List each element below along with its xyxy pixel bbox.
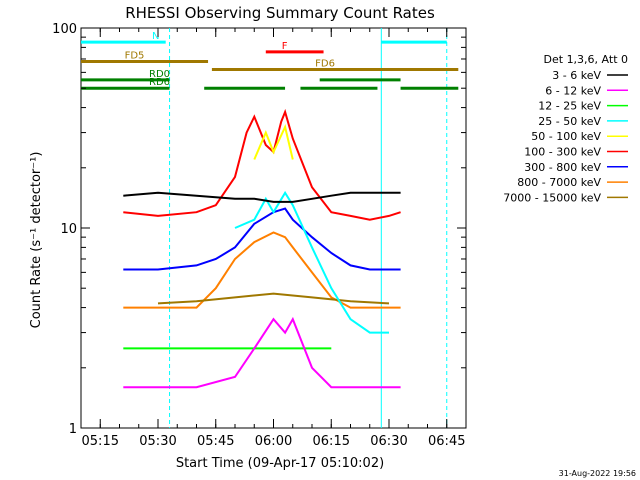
x-tick-label-3: 06:00 [255,434,292,449]
legend-title: Det 1,3,6, Att 0 [544,53,628,66]
legend-label-3: 25 - 50 keV [538,115,601,128]
legend-label-5: 100 - 300 keV [524,146,601,159]
x-tick-label-6: 06:45 [428,434,465,449]
x-tick-label-2: 05:45 [197,434,234,449]
legend-label-7: 800 - 7000 keV [517,176,601,189]
series-line-0 [123,191,401,203]
flag-label-fd5: FD5 [125,50,145,61]
footer-timestamp: 31-Aug-2022 19:56 [559,469,636,478]
x-tick-label-5: 06:30 [370,434,407,449]
series-line-4 [253,123,294,160]
series-line-3 [234,190,389,334]
legend-label-8: 7000 - 15000 keV [503,191,601,204]
x-tick-label-0: 05:15 [82,434,119,449]
series-line-7 [123,231,401,309]
legend-label-4: 50 - 100 keV [531,130,601,143]
y-tick-label-0: 1 [69,422,77,437]
legend-label-2: 12 - 25 keV [538,100,601,113]
series-line-5 [123,108,401,221]
legend-label-1: 6 - 12 keV [545,84,601,97]
axes-layer: 1 10 100 05:15 05:30 05:45 06:00 06:15 06:30 06:4… [52,22,467,449]
flag-label-rd6: RD6 [149,77,170,88]
legend-label-0: 3 - 6 keV [552,69,601,82]
series-line-1 [123,316,401,389]
flag-label-n: N [152,31,159,42]
flag-label-fd6: FD6 [315,59,335,70]
flag-label-f: F [282,41,288,52]
flag-label-rd0: RD0 [149,69,170,80]
y-tick-label-2: 100 [52,22,77,37]
x-axis-label: Start Time (09-Apr-17 05:10:02) [176,456,384,471]
series-line-6 [123,207,401,271]
y-axis-label: Count Rate (s⁻¹ detector⁻¹) [29,152,44,329]
x-tick-label-1: 05:30 [139,434,176,449]
chart-title: RHESSI Observing Summary Count Rates [125,4,435,22]
legend: Det 1,3,6, Att 0 3 - 6 keV 6 - 12 keV 12 -… [503,53,628,204]
y-tick-label-1: 10 [60,222,77,237]
legend-label-6: 300 - 800 keV [524,161,601,174]
x-tick-label-4: 06:15 [313,434,350,449]
series-line-8 [157,292,390,305]
